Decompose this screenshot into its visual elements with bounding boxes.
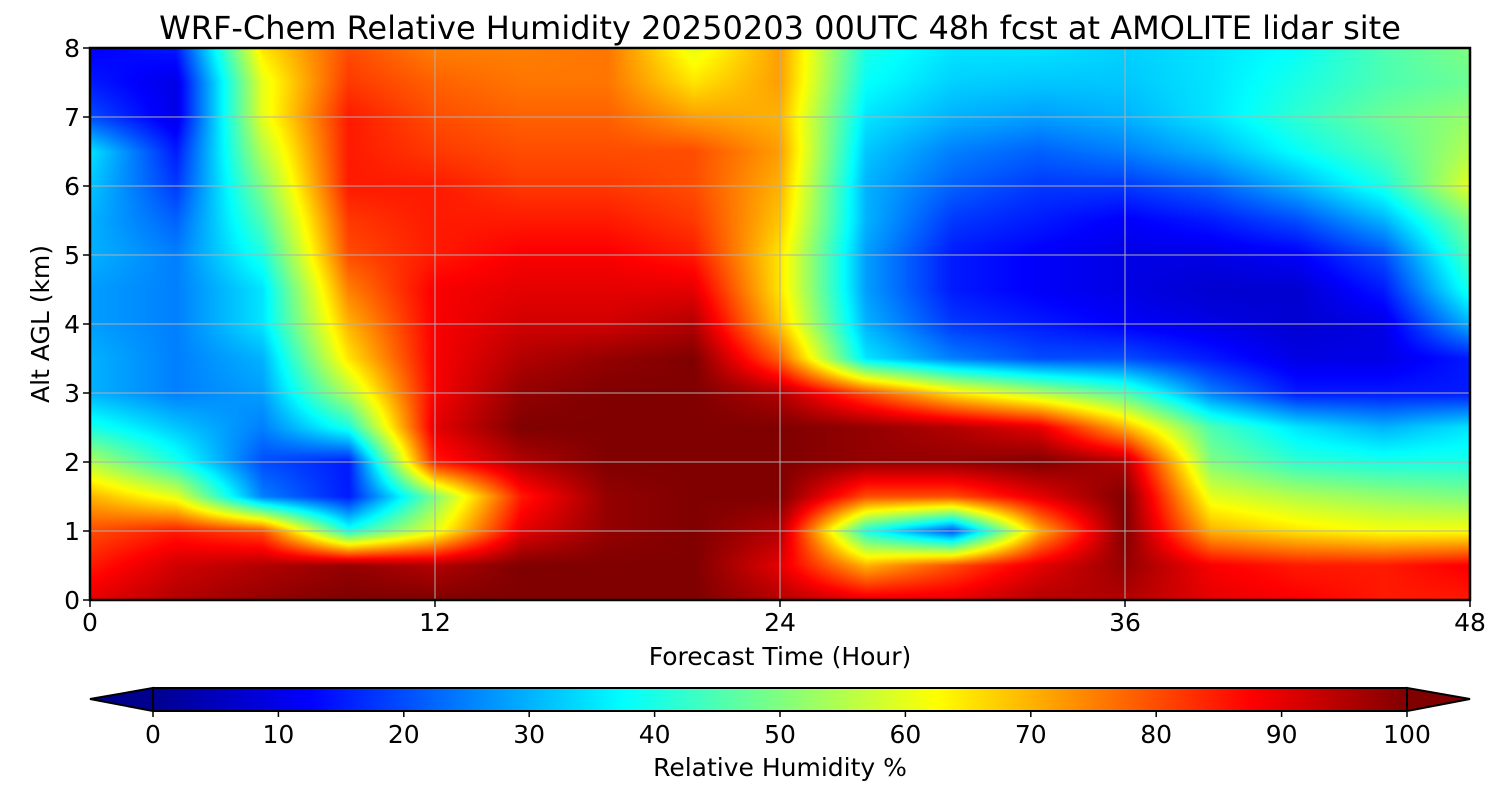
colorbar: 0 10 20 30 40 50 60 70 80 90 100 Relative Humidity…: [89, 686, 1471, 782]
y-tick-label: 7: [64, 103, 80, 132]
x-tick-label: 48: [1454, 608, 1486, 637]
x-axis-label: Forecast Time (Hour): [649, 642, 912, 671]
colorbar-tick-label: 100: [1383, 720, 1431, 749]
colorbar-tick-label: 30: [513, 720, 545, 749]
colorbar-tick-label: 90: [1266, 720, 1298, 749]
y-tick-label: 0: [64, 586, 80, 615]
y-tick-label: 4: [64, 310, 80, 339]
x-axis-ticks: 0 12 24 36 48: [82, 600, 1486, 637]
y-tick-label: 6: [64, 172, 80, 201]
colorbar-tick-label: 40: [639, 720, 671, 749]
colorbar-label: Relative Humidity %: [653, 753, 907, 782]
x-tick-label: 24: [764, 608, 796, 637]
colorbar-tick-label: 10: [262, 720, 294, 749]
colorbar-tick-label: 50: [764, 720, 796, 749]
colorbar-tick-label: 0: [145, 720, 161, 749]
y-tick-label: 3: [64, 379, 80, 408]
x-tick-label: 12: [419, 608, 451, 637]
colorbar-ticks: 0 10 20 30 40 50 60 70 80 90 100: [145, 711, 1431, 749]
colorbar-tick-label: 80: [1140, 720, 1172, 749]
colorbar-tick-label: 60: [889, 720, 921, 749]
colorbar-extend-low: [89, 686, 154, 713]
colorbar-extend-high: [1406, 686, 1471, 713]
colorbar-gradient: [152, 687, 1408, 712]
x-tick-label: 36: [1109, 608, 1141, 637]
chart-title: WRF-Chem Relative Humidity 20250203 00UT…: [159, 9, 1401, 47]
y-axis-ticks: 0 1 2 3 4 5 6 7 8: [64, 34, 90, 615]
y-tick-label: 5: [64, 241, 80, 270]
colorbar-tick-label: 70: [1015, 720, 1047, 749]
x-tick-label: 0: [82, 608, 98, 637]
colorbar-tick-label: 20: [388, 720, 420, 749]
y-tick-label: 2: [64, 448, 80, 477]
y-axis-label: Alt AGL (km): [26, 245, 55, 403]
y-tick-label: 1: [64, 517, 80, 546]
y-tick-label: 8: [64, 34, 80, 63]
